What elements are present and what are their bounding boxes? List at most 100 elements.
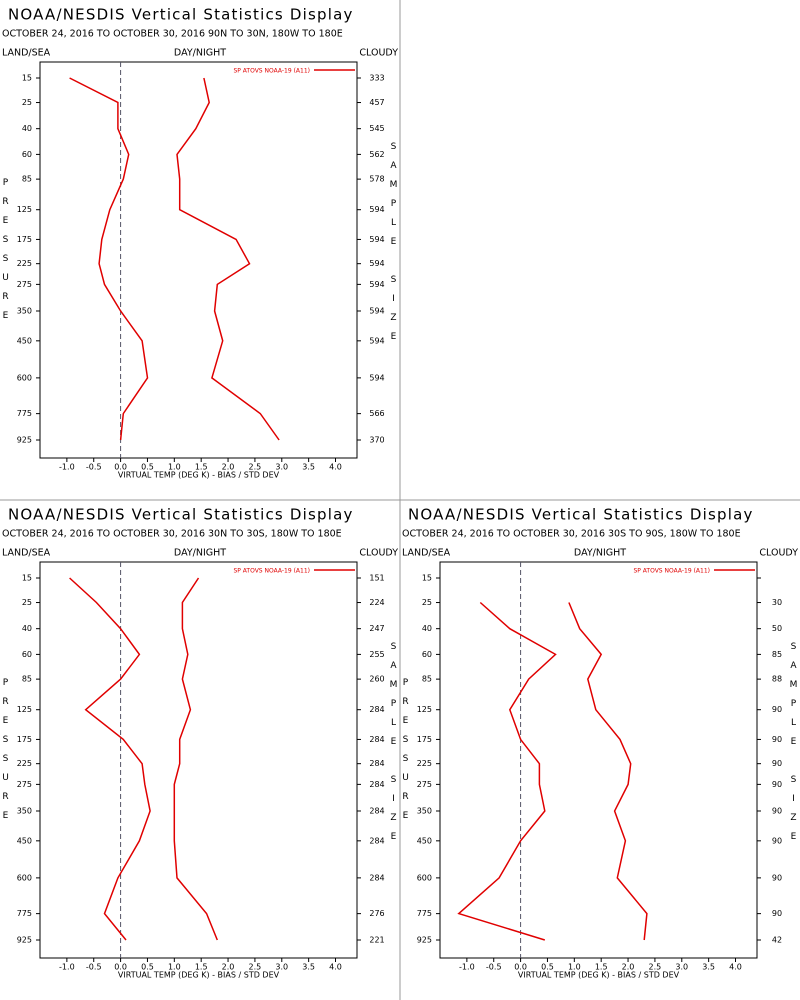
- sample-size-label: 594: [369, 259, 384, 268]
- sample-size-label: 90: [772, 705, 782, 714]
- pressure-label: 40: [22, 124, 32, 133]
- sample-size-label: 594: [369, 373, 384, 382]
- profile-line: [173, 577, 218, 941]
- chart-subtitle: OCTOBER 24, 2016 TO OCTOBER 30, 2016 90N…: [2, 29, 343, 40]
- chart-title: NOAA/NESDIS Vertical Statistics Display: [8, 6, 354, 24]
- pressure-label: 450: [417, 836, 432, 845]
- pressure-label: 125: [417, 705, 432, 714]
- day-night-header: DAY/NIGHT: [174, 548, 226, 559]
- pressure-label: 175: [17, 235, 32, 244]
- chart-subtitle: OCTOBER 24, 2016 TO OCTOBER 30, 2016 30N…: [2, 529, 342, 540]
- sample-size-label: 90: [772, 909, 782, 918]
- x-tick-label: 2.5: [249, 963, 262, 972]
- sample-size-label: 276: [369, 909, 384, 918]
- sample-size-label: 90: [772, 806, 782, 815]
- sample-size-label: 594: [369, 235, 384, 244]
- x-tick-label: 2.5: [249, 463, 262, 472]
- pressure-label: 450: [17, 836, 32, 845]
- pressure-label: 125: [17, 705, 32, 714]
- x-tick-label: -0.5: [486, 963, 502, 972]
- pressure-label: 25: [422, 598, 432, 607]
- sample-size-label: 284: [369, 806, 384, 815]
- sample-size-label: 50: [772, 624, 782, 633]
- profile-line: [568, 602, 648, 941]
- x-tick-label: 0.5: [141, 963, 154, 972]
- x-tick-label: 3.0: [675, 963, 688, 972]
- x-tick-label: 3.0: [275, 963, 288, 972]
- sample-size-label: 457: [369, 98, 384, 107]
- sample-size-label: 255: [369, 650, 384, 659]
- y-axis-label: PRESSURE: [1, 678, 11, 830]
- pressure-label: 600: [17, 873, 32, 882]
- pressure-label: 275: [17, 780, 32, 789]
- sample-size-label: 247: [369, 624, 384, 633]
- x-tick-label: 4.0: [729, 963, 742, 972]
- pressure-label: 85: [422, 675, 432, 684]
- sample-size-label: 578: [369, 175, 384, 184]
- sample-size-label: 284: [369, 759, 384, 768]
- x-tick-label: 2.5: [649, 963, 662, 972]
- sample-size-label: 594: [369, 205, 384, 214]
- legend-label: SP ATOVS NOAA-19 (A11): [233, 568, 310, 575]
- pressure-label: 450: [17, 336, 32, 345]
- pressure-label: 775: [17, 409, 32, 418]
- sample-size-label: 370: [369, 436, 384, 445]
- x-tick-label: -1.0: [59, 963, 75, 972]
- sample-size-label: 85: [772, 650, 782, 659]
- plot-frame: [439, 561, 758, 959]
- x-tick-label: 3.5: [302, 963, 315, 972]
- pressure-label: 60: [422, 650, 432, 659]
- sample-size-label: 221: [369, 936, 384, 945]
- pressure-label: 40: [422, 624, 432, 633]
- x-tick-label: 3.0: [275, 463, 288, 472]
- pressure-label: 15: [22, 574, 32, 583]
- pressure-label: 225: [17, 759, 32, 768]
- chart-panel: NOAA/NESDIS Vertical Statistics Display O…: [1, 506, 399, 980]
- sample-size-label: 151: [369, 574, 384, 583]
- pressure-label: 600: [17, 373, 32, 382]
- pressure-label: 85: [22, 175, 32, 184]
- pressure-label: 175: [417, 735, 432, 744]
- sample-size-label: 284: [369, 735, 384, 744]
- x-tick-label: 1.5: [195, 963, 208, 972]
- day-night-header: DAY/NIGHT: [174, 48, 226, 59]
- x-axis-label: VIRTUAL TEMP (DEG K) - BIAS / STD DEV: [518, 971, 680, 980]
- sample-size-label: 90: [772, 780, 782, 789]
- x-tick-label: 0.5: [541, 963, 554, 972]
- x-axis-label: VIRTUAL TEMP (DEG K) - BIAS / STD DEV: [118, 471, 280, 480]
- pressure-label: 175: [17, 735, 32, 744]
- x-tick-label: 2.0: [622, 963, 635, 972]
- x-tick-label: 1.0: [168, 463, 181, 472]
- pressure-label: 350: [17, 806, 32, 815]
- sample-size-label: 594: [369, 336, 384, 345]
- sample-size-label: 30: [772, 598, 782, 607]
- y-axis-label: PRESSURE: [401, 678, 411, 830]
- sample-size-label: 594: [369, 280, 384, 289]
- pressure-label: 775: [17, 909, 32, 918]
- pressure-label: 15: [422, 574, 432, 583]
- y2-axis-label: SAMPLE SIZE: [389, 142, 399, 351]
- pressure-label: 225: [417, 759, 432, 768]
- x-axis-label: VIRTUAL TEMP (DEG K) - BIAS / STD DEV: [118, 971, 280, 980]
- pressure-label: 25: [22, 98, 32, 107]
- sample-size-label: 42: [772, 936, 782, 945]
- x-tick-label: 4.0: [329, 463, 342, 472]
- x-tick-label: 2.0: [222, 963, 235, 972]
- sample-size-label: 333: [369, 74, 384, 83]
- x-tick-label: -0.5: [86, 463, 102, 472]
- sample-size-label: 90: [772, 836, 782, 845]
- cloudy-header: CLOUDY: [759, 548, 798, 559]
- pressure-label: 15: [22, 74, 32, 83]
- pressure-label: 60: [22, 650, 32, 659]
- profile-line: [457, 601, 557, 941]
- chart-title: NOAA/NESDIS Vertical Statistics Display: [8, 506, 354, 524]
- chart-subtitle: OCTOBER 24, 2016 TO OCTOBER 30, 2016 30S…: [402, 529, 741, 540]
- profile-line: [69, 77, 149, 441]
- profile-line: [176, 77, 280, 441]
- sample-size-label: 284: [369, 836, 384, 845]
- x-tick-label: 0.5: [141, 463, 154, 472]
- x-tick-label: 0.0: [114, 463, 127, 472]
- sample-size-label: 545: [369, 124, 384, 133]
- chart-panel: NOAA/NESDIS Vertical Statistics Display O…: [401, 506, 799, 980]
